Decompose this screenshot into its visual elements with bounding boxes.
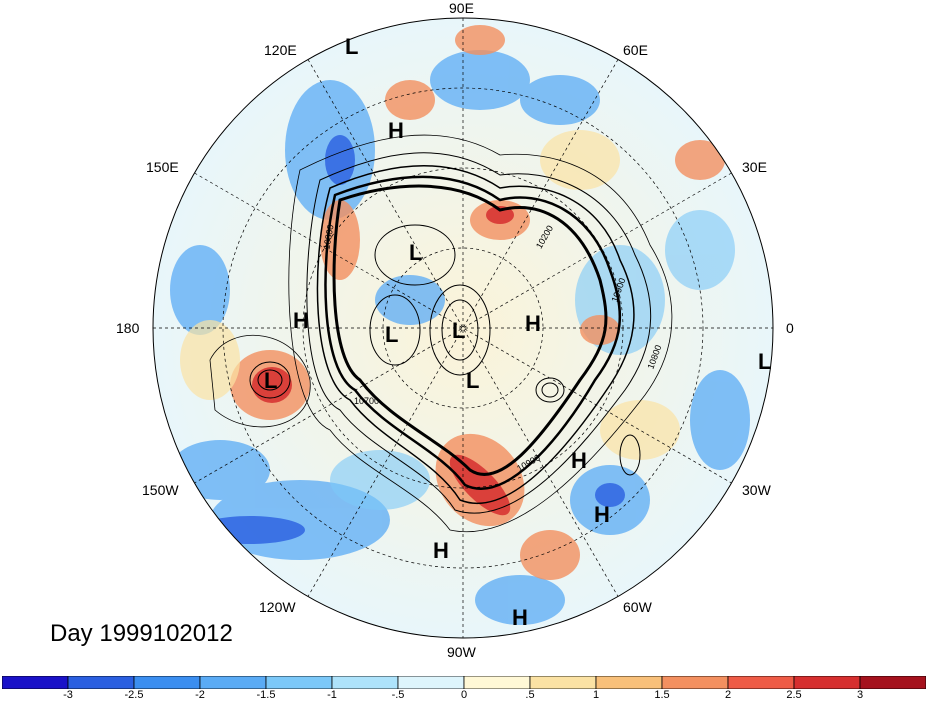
colorbar-tick-label: .5: [525, 689, 535, 701]
high-center: H: [571, 448, 587, 473]
low-center: L: [758, 349, 772, 374]
colorbar-tick-label: 3: [856, 689, 864, 701]
colorbar-tick-label: 2.5: [786, 689, 802, 701]
colorbar-swatch: [661, 676, 729, 689]
lon-label-150w: 150W: [142, 482, 179, 498]
graticule: [153, 18, 773, 638]
colorbar-tick-label: 1.5: [654, 689, 670, 701]
low-center: L: [452, 318, 466, 343]
colorbar-swatch: [529, 676, 597, 689]
map-boundary: [152, 17, 774, 639]
colorbar-tick-label: -.5: [391, 689, 405, 701]
low-center: L: [409, 240, 423, 265]
lon-label-120e: 120E: [264, 42, 297, 58]
high-center: H: [388, 118, 404, 143]
colorbar-swatch: [793, 676, 861, 689]
colorbar-tick-label: 2: [724, 689, 732, 701]
colorbar-swatch: [859, 676, 926, 689]
day-label: Day 1999102012: [50, 620, 233, 647]
colorbar-swatch: [199, 676, 267, 689]
colorbar-swatch: [331, 676, 399, 689]
lon-label-30w: 30W: [742, 482, 771, 498]
colorbar-swatch: [67, 676, 135, 689]
contour-label: 10700: [354, 396, 380, 406]
colorbar-swatch: [727, 676, 795, 689]
low-center: L: [345, 34, 359, 59]
high-center: H: [594, 502, 610, 527]
lon-label-180: 180: [116, 320, 140, 336]
colorbar-swatch: [595, 676, 663, 689]
colorbar-swatch: [2, 676, 69, 689]
colorbar-tick-label: -3: [63, 689, 73, 701]
anomaly-field: [153, 18, 773, 638]
colorbar-tick-label: -2.5: [124, 689, 144, 701]
colorbar-swatch: [133, 676, 201, 689]
colorbar-swatch: [397, 676, 465, 689]
height-contours: [209, 134, 673, 533]
low-center: L: [385, 322, 399, 347]
lon-label-90e: 90E: [449, 0, 474, 16]
lon-label-150e: 150E: [146, 159, 179, 175]
high-center: H: [433, 538, 449, 563]
high-center: H: [512, 605, 528, 630]
colorbar-tick-label: -1: [327, 689, 337, 701]
colorbar-tick-label: -2: [195, 689, 205, 701]
high-center: H: [293, 308, 309, 333]
lon-label-60e: 60E: [623, 42, 648, 58]
lon-label-120w: 120W: [259, 599, 296, 615]
low-center: L: [466, 368, 480, 393]
colorbar-tick-label: -1.5: [256, 689, 276, 701]
polar-map: [152, 17, 774, 639]
colorbar-swatch: [463, 676, 531, 689]
lon-label-30e: 30E: [742, 159, 767, 175]
low-center: L: [264, 368, 278, 393]
colorbar: [2, 676, 926, 689]
high-center: H: [525, 311, 541, 336]
colorbar-tick-label: 0: [460, 689, 468, 701]
lon-label-0: 0: [786, 320, 794, 336]
lon-label-90w: 90W: [447, 644, 476, 660]
lon-label-60w: 60W: [623, 599, 652, 615]
colorbar-tick-label: 1: [592, 689, 600, 701]
colorbar-swatch: [265, 676, 333, 689]
